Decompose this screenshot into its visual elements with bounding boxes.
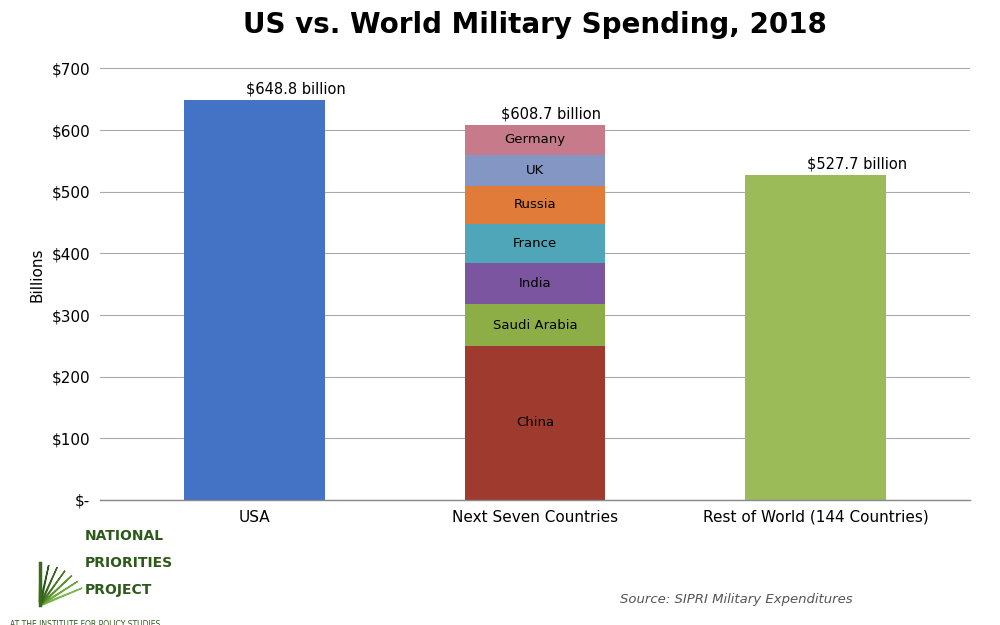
Polygon shape	[40, 565, 49, 606]
Polygon shape	[40, 568, 57, 606]
Title: US vs. World Military Spending, 2018: US vs. World Military Spending, 2018	[243, 11, 827, 39]
Bar	[465, 125, 605, 155]
Polygon shape	[40, 576, 72, 606]
Bar	[465, 346, 605, 500]
Text: Russia: Russia	[514, 199, 556, 211]
Polygon shape	[40, 571, 65, 606]
Text: $527.7 billion: $527.7 billion	[807, 156, 907, 171]
Text: $608.7 billion: $608.7 billion	[501, 106, 601, 121]
Text: Saudi Arabia: Saudi Arabia	[493, 319, 577, 331]
Bar	[465, 263, 605, 304]
Text: AT THE INSTITUTE FOR POLICY STUDIES: AT THE INSTITUTE FOR POLICY STUDIES	[10, 620, 160, 625]
Text: PROJECT: PROJECT	[85, 582, 152, 596]
Bar	[184, 100, 325, 500]
Text: NATIONAL: NATIONAL	[85, 529, 164, 543]
Bar	[465, 304, 605, 346]
Text: France: France	[513, 237, 557, 250]
Polygon shape	[40, 581, 78, 606]
Text: UK: UK	[526, 164, 544, 177]
Text: PRIORITIES: PRIORITIES	[85, 556, 173, 570]
Bar	[465, 186, 605, 224]
Text: Germany: Germany	[504, 134, 566, 146]
Y-axis label: Billions: Billions	[30, 248, 45, 302]
Polygon shape	[40, 588, 82, 606]
Text: $648.8 billion: $648.8 billion	[246, 81, 346, 96]
Bar	[465, 155, 605, 186]
Text: India: India	[519, 278, 551, 290]
Text: Source: SIPRI Military Expenditures: Source: SIPRI Military Expenditures	[620, 593, 853, 606]
Bar	[745, 175, 886, 500]
Bar	[465, 224, 605, 263]
Polygon shape	[39, 564, 41, 606]
Text: China: China	[516, 416, 554, 429]
